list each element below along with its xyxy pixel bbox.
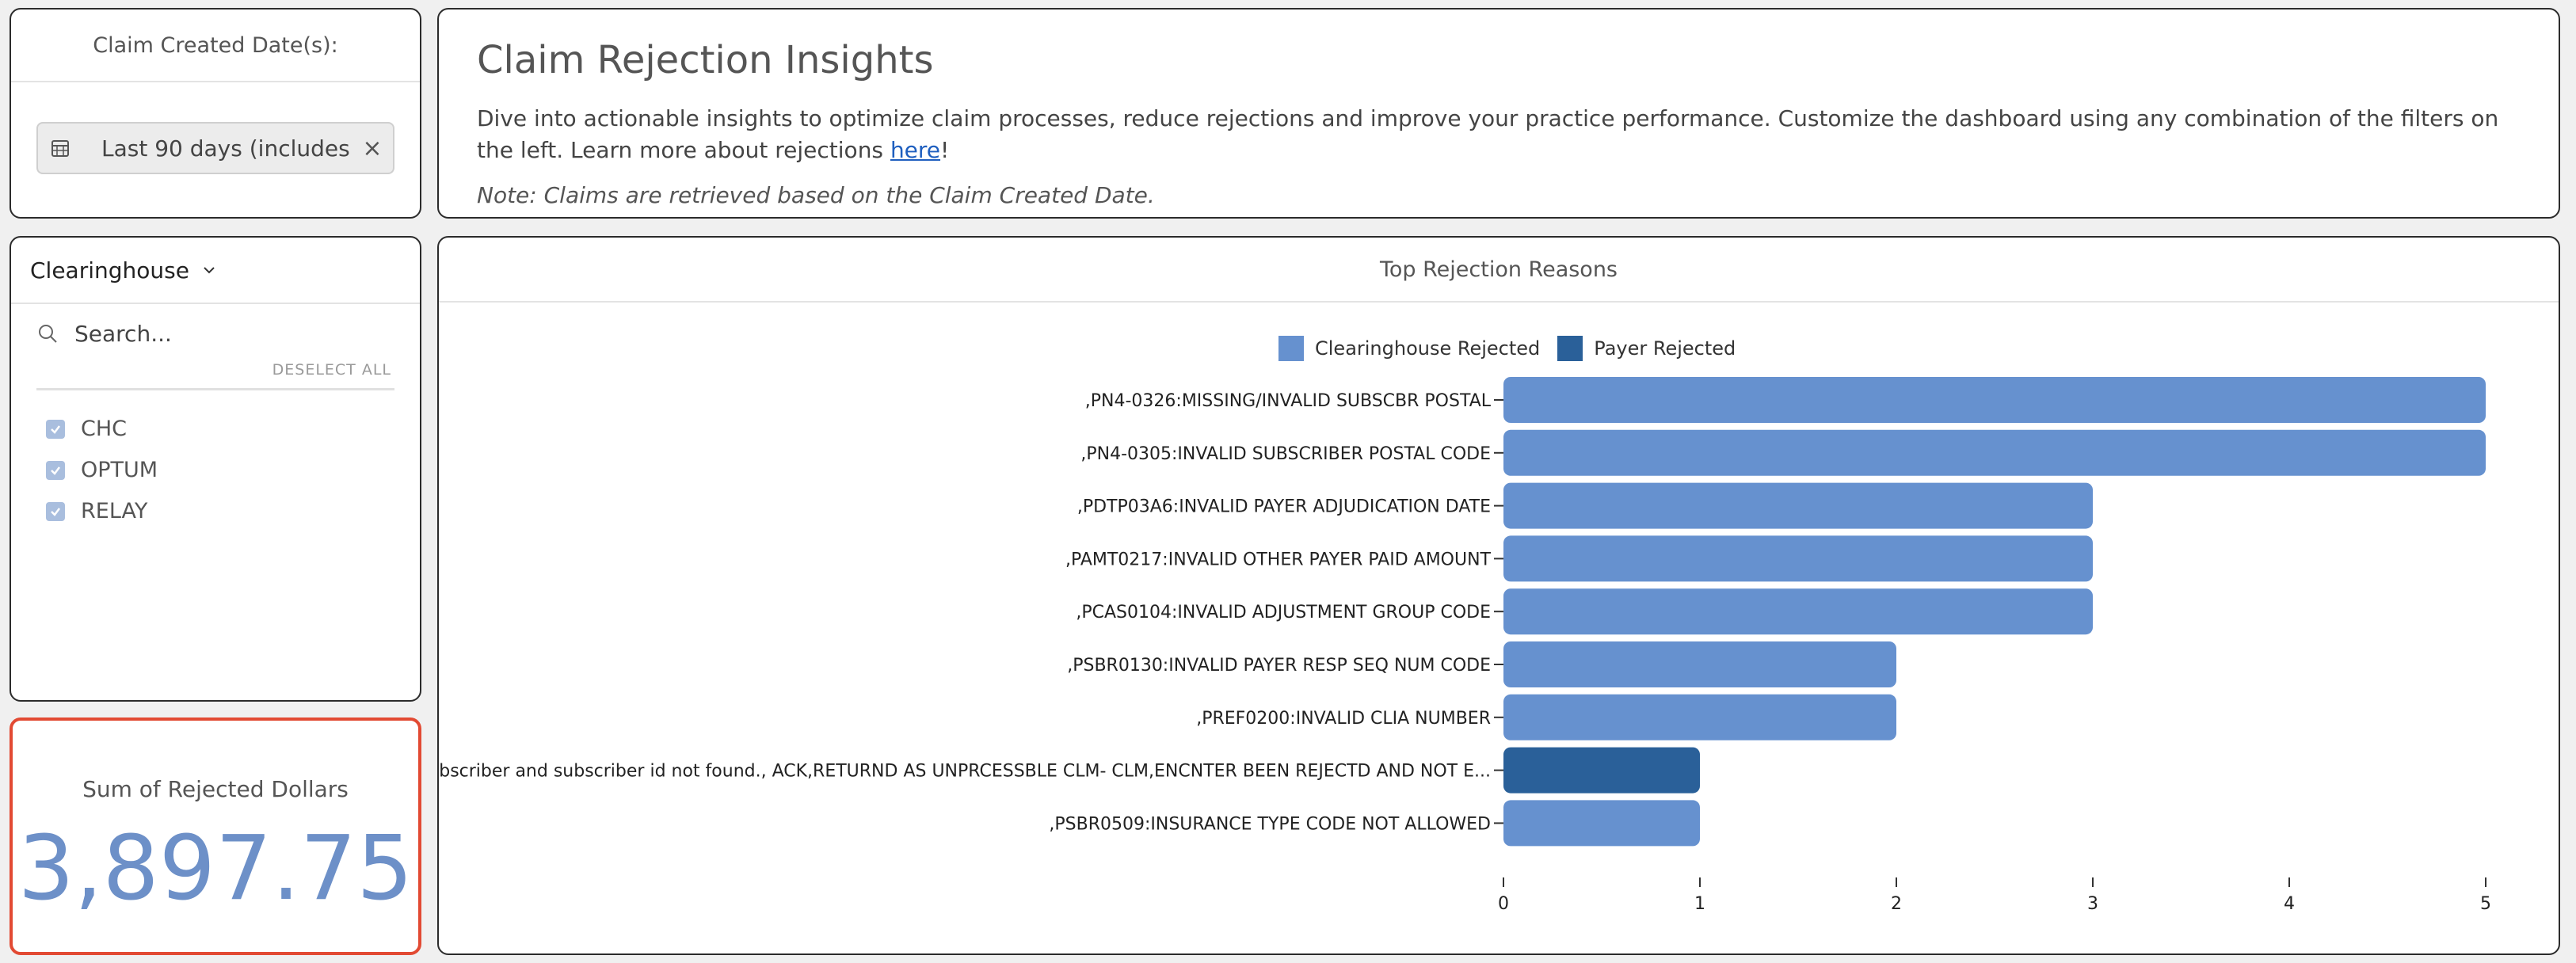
x-tick-label: 1 [1694,894,1705,914]
chevron-down-icon [204,267,215,274]
deselect-all-button[interactable]: DESELECT ALL [272,361,391,379]
sum-rejected-dollars-card[interactable]: Sum of Rejected Dollars 3,897.75 [10,717,421,955]
calendar-icon [51,140,69,157]
legend-item-payer[interactable]: Payer Rejected [1557,336,1736,361]
checkbox-checked-icon[interactable] [46,460,65,480]
category-label: ,PREF0200:INVALID CLIA NUMBER [1196,709,1491,729]
option-relay[interactable]: RELAY [46,499,147,523]
chart-card: Top Rejection Reasons Clearinghouse Reje… [437,236,2560,955]
page-title: Claim Rejection Insights [477,38,934,82]
bar[interactable] [1503,800,1700,847]
sum-title: Sum of Rejected Dollars [82,776,349,802]
bar[interactable] [1503,588,2093,635]
legend-label: Payer Rejected [1594,337,1736,360]
option-label: OPTUM [81,458,158,482]
legend-swatch [1278,336,1304,361]
x-tick-label: 5 [2480,894,2491,914]
chart-title: Top Rejection Reasons [439,238,2559,303]
search-row [36,315,394,352]
chart-legend: Clearinghouse Rejected Payer Rejected [1278,336,1753,361]
option-label: RELAY [81,499,148,523]
sum-value: 3,897.75 [17,817,413,920]
category-label: ,PCAS0104:INVALID ADJUSTMENT GROUP CODE [1076,603,1491,622]
legend-label: Clearinghouse Rejected [1315,337,1541,360]
close-icon[interactable]: × [362,134,383,162]
bar[interactable] [1503,747,1700,794]
clearinghouse-filter-card: Clearinghouse DESELECT ALL CHC OPTUM REL… [10,236,421,702]
bar[interactable] [1503,694,1896,740]
date-filter-card: Claim Created Date(s): Last 90 days (inc… [10,8,421,219]
date-filter-title: Claim Created Date(s): [11,10,420,82]
option-chc[interactable]: CHC [46,417,127,441]
x-tick-label: 3 [2087,894,2098,914]
option-optum[interactable]: OPTUM [46,458,158,482]
checkbox-checked-icon[interactable] [46,419,65,439]
clearinghouse-title: Clearinghouse [30,257,189,284]
divider [36,388,394,390]
category-label: ,PSBR0130:INVALID PAYER RESP SEQ NUM COD… [1067,656,1491,676]
category-label: Subscriber and subscriber id not found.,… [439,762,1491,782]
x-tick-label: 0 [1498,894,1509,914]
legend-item-clearinghouse[interactable]: Clearinghouse Rejected [1278,336,1540,361]
bar[interactable] [1503,535,2093,582]
search-input[interactable] [73,319,377,348]
category-label: ,PSBR0509:INSURANCE TYPE CODE NOT ALLOWE… [1049,814,1491,834]
bar[interactable] [1503,377,2486,423]
bar[interactable] [1503,429,2486,476]
insights-description: Dive into actionable insights to optimiz… [477,103,2528,166]
checkbox-checked-icon[interactable] [46,501,65,521]
x-tick-label: 2 [1891,894,1902,914]
x-tick-label: 4 [2284,894,2295,914]
insights-card: Claim Rejection Insights Dive into actio… [437,8,2560,219]
bar[interactable] [1503,641,1896,687]
date-range-chip[interactable]: Last 90 days (includes ... × [36,122,394,174]
search-icon [39,325,57,343]
option-label: CHC [81,417,128,441]
insights-note: Note: Claims are retrieved based on the … [477,182,1155,208]
description-end: ! [940,137,950,163]
category-label: ,PDTP03A6:INVALID PAYER ADJUDICATION DAT… [1077,497,1491,517]
category-label: ,PN4-0305:INVALID SUBSCRIBER POSTAL CODE [1080,444,1491,464]
learn-more-link[interactable]: here [890,137,941,163]
description-text: Dive into actionable insights to optimiz… [477,105,2499,163]
bar[interactable] [1503,482,2093,529]
clearinghouse-dropdown[interactable]: Clearinghouse [11,238,420,304]
legend-swatch [1557,336,1583,361]
category-label: ,PN4-0326:MISSING/INVALID SUBSCBR POSTAL [1085,391,1492,411]
bar-chart: ,PN4-0326:MISSING/INVALID SUBSCBR POSTAL… [439,377,2491,914]
category-label: ,PAMT0217:INVALID OTHER PAYER PAID AMOUN… [1065,550,1492,569]
date-range-value: Last 90 days (includes ... [101,135,356,162]
